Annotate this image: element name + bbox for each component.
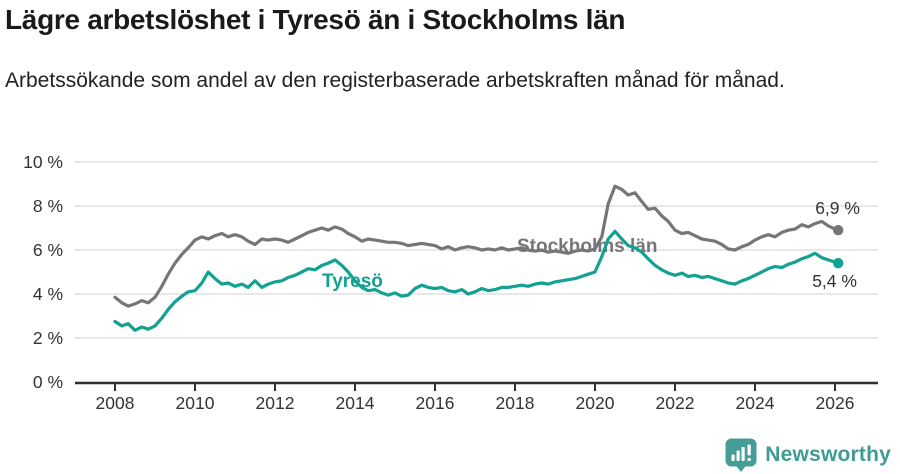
y-tick-label: 0 % <box>33 372 63 392</box>
newsworthy-speech-bubble-bar-chart-icon <box>724 437 758 473</box>
page-title: Lägre arbetslöshet i Tyresö än i Stockho… <box>5 4 626 35</box>
x-tick-label: 2014 <box>336 393 375 413</box>
y-tick-label: 2 % <box>33 328 63 348</box>
x-tick-label: 2016 <box>416 393 455 413</box>
y-tick-label: 6 % <box>33 240 63 260</box>
y-tick-label: 4 % <box>33 284 63 304</box>
series-end-dot <box>833 225 844 236</box>
series-end-value-label: 6,9 % <box>815 198 860 218</box>
x-tick-label: 2024 <box>736 393 775 413</box>
newsworthy-logo-text: Newsworthy <box>765 443 891 466</box>
series-name-label: Tyresö <box>322 271 383 292</box>
x-tick-label: 2026 <box>816 393 855 413</box>
series-line-tyreso <box>113 229 840 332</box>
newsworthy-logo: Newsworthy <box>724 437 891 473</box>
x-tick-label: 2010 <box>176 393 215 413</box>
series-end-value-label: 5,4 % <box>812 271 857 291</box>
series-line-stockholms-lan <box>113 184 840 308</box>
x-tick-label: 2022 <box>656 393 695 413</box>
series-end-dot <box>833 258 844 269</box>
x-tick-label: 2020 <box>576 393 615 413</box>
x-tick-label: 2008 <box>96 393 135 413</box>
x-tick-label: 2012 <box>256 393 295 413</box>
y-tick-label: 10 % <box>23 152 63 172</box>
chart-subtitle: Arbetssökande som andel av den registerb… <box>5 69 785 92</box>
y-tick-label: 8 % <box>33 196 63 216</box>
series-name-label: Stockholms län <box>517 236 657 257</box>
x-tick-label: 2018 <box>496 393 535 413</box>
